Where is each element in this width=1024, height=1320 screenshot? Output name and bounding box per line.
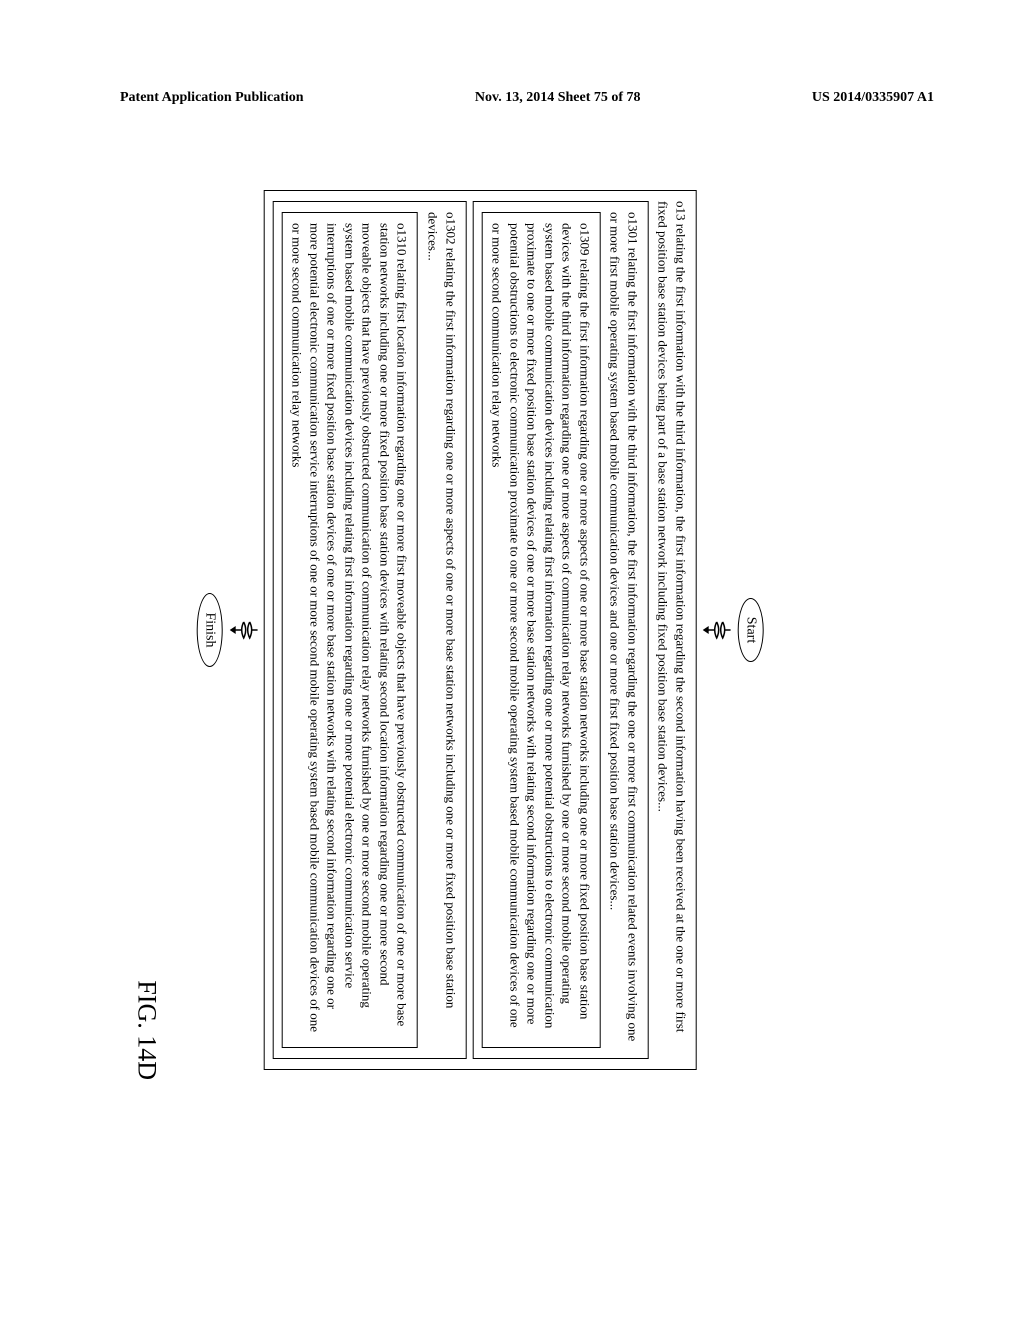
connector-finish [229, 610, 257, 650]
header-sheet-info: Nov. 13, 2014 Sheet 75 of 78 [475, 90, 641, 106]
header-patent-number: US 2014/0335907 A1 [812, 90, 934, 106]
start-oval: Start [738, 598, 764, 662]
box-o1310: o1310 relating first location informatio… [281, 212, 418, 1048]
box-o1309-text: o1309 relating the first information reg… [490, 223, 593, 1028]
box-o1301-text: o1301 relating the first information wit… [608, 212, 641, 1041]
box-o1301: o1301 relating the first information wit… [472, 201, 648, 1059]
box-o1310-text: o1310 relating first location informatio… [290, 223, 410, 1032]
connector-start [703, 610, 731, 650]
flowchart-content: Start o13 relating the first information… [191, 190, 768, 1070]
squiggle-arrow-icon [703, 610, 731, 650]
box-o1302: o1302 relating the first information reg… [272, 201, 466, 1059]
patent-page: Patent Application Publication Nov. 13, … [0, 0, 1024, 1320]
box-o13-text: o13 relating the first information with … [656, 201, 689, 1032]
figure-label: FIG. 14D [131, 980, 161, 1080]
flowchart-column: Start o13 relating the first information… [191, 190, 768, 1070]
finish-terminal: Finish [196, 593, 222, 666]
finish-oval: Finish [196, 593, 222, 666]
page-header: Patent Application Publication Nov. 13, … [120, 90, 934, 106]
start-terminal: Start [738, 598, 764, 662]
box-o1302-text: o1302 relating the first information reg… [426, 212, 459, 1008]
rotated-figure-container: Start o13 relating the first information… [30, 290, 930, 970]
header-publication: Patent Application Publication [120, 90, 304, 106]
box-o13: o13 relating the first information with … [263, 190, 696, 1070]
box-o1309: o1309 relating the first information reg… [481, 212, 600, 1048]
squiggle-arrow-icon [229, 610, 257, 650]
